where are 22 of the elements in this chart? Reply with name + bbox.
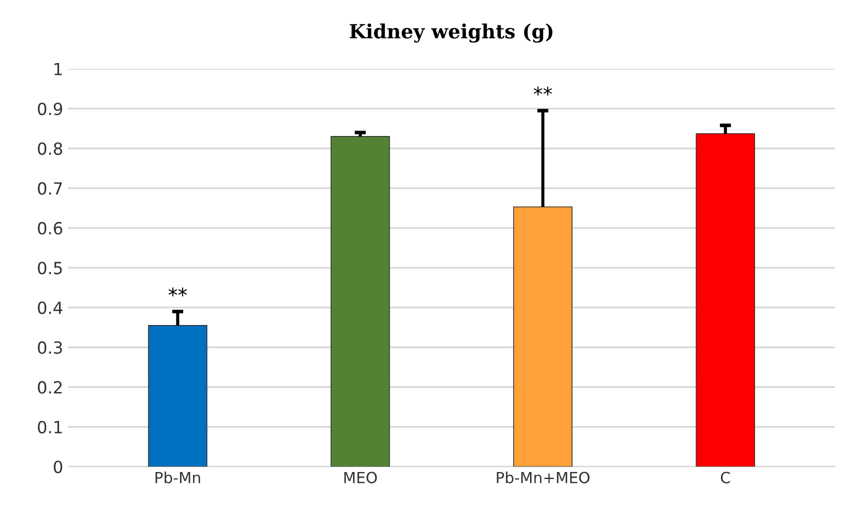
y-tick-label: 0.3 (38, 341, 62, 354)
bar (513, 206, 572, 467)
x-tick-label: Pb-Mn+MEO (496, 472, 590, 484)
x-tick-label: Pb-Mn (156, 472, 200, 484)
annotation: ** (168, 287, 187, 296)
bar (330, 136, 390, 467)
y-tick-label: 0.2 (38, 381, 62, 394)
y-tick-label: 0.9 (38, 102, 62, 116)
y-tick-label: 0.4 (38, 301, 62, 314)
annotation: ** (534, 86, 552, 96)
y-tick-label: 0.6 (38, 222, 62, 235)
bar (148, 325, 208, 467)
x-tick-label: MEO (344, 472, 377, 484)
y-tick-label: 0.1 (38, 420, 62, 434)
bar (696, 133, 756, 467)
x-tick-label: C (720, 472, 730, 484)
y-tick-label: 1 (54, 63, 62, 76)
y-tick-label: 0.5 (38, 262, 62, 274)
y-tick-label: 0 (54, 460, 62, 474)
y-tick-label: 0.8 (38, 142, 62, 155)
chart-title: Kidney weights (g) (350, 24, 552, 43)
y-tick-label: 0.7 (38, 182, 62, 195)
